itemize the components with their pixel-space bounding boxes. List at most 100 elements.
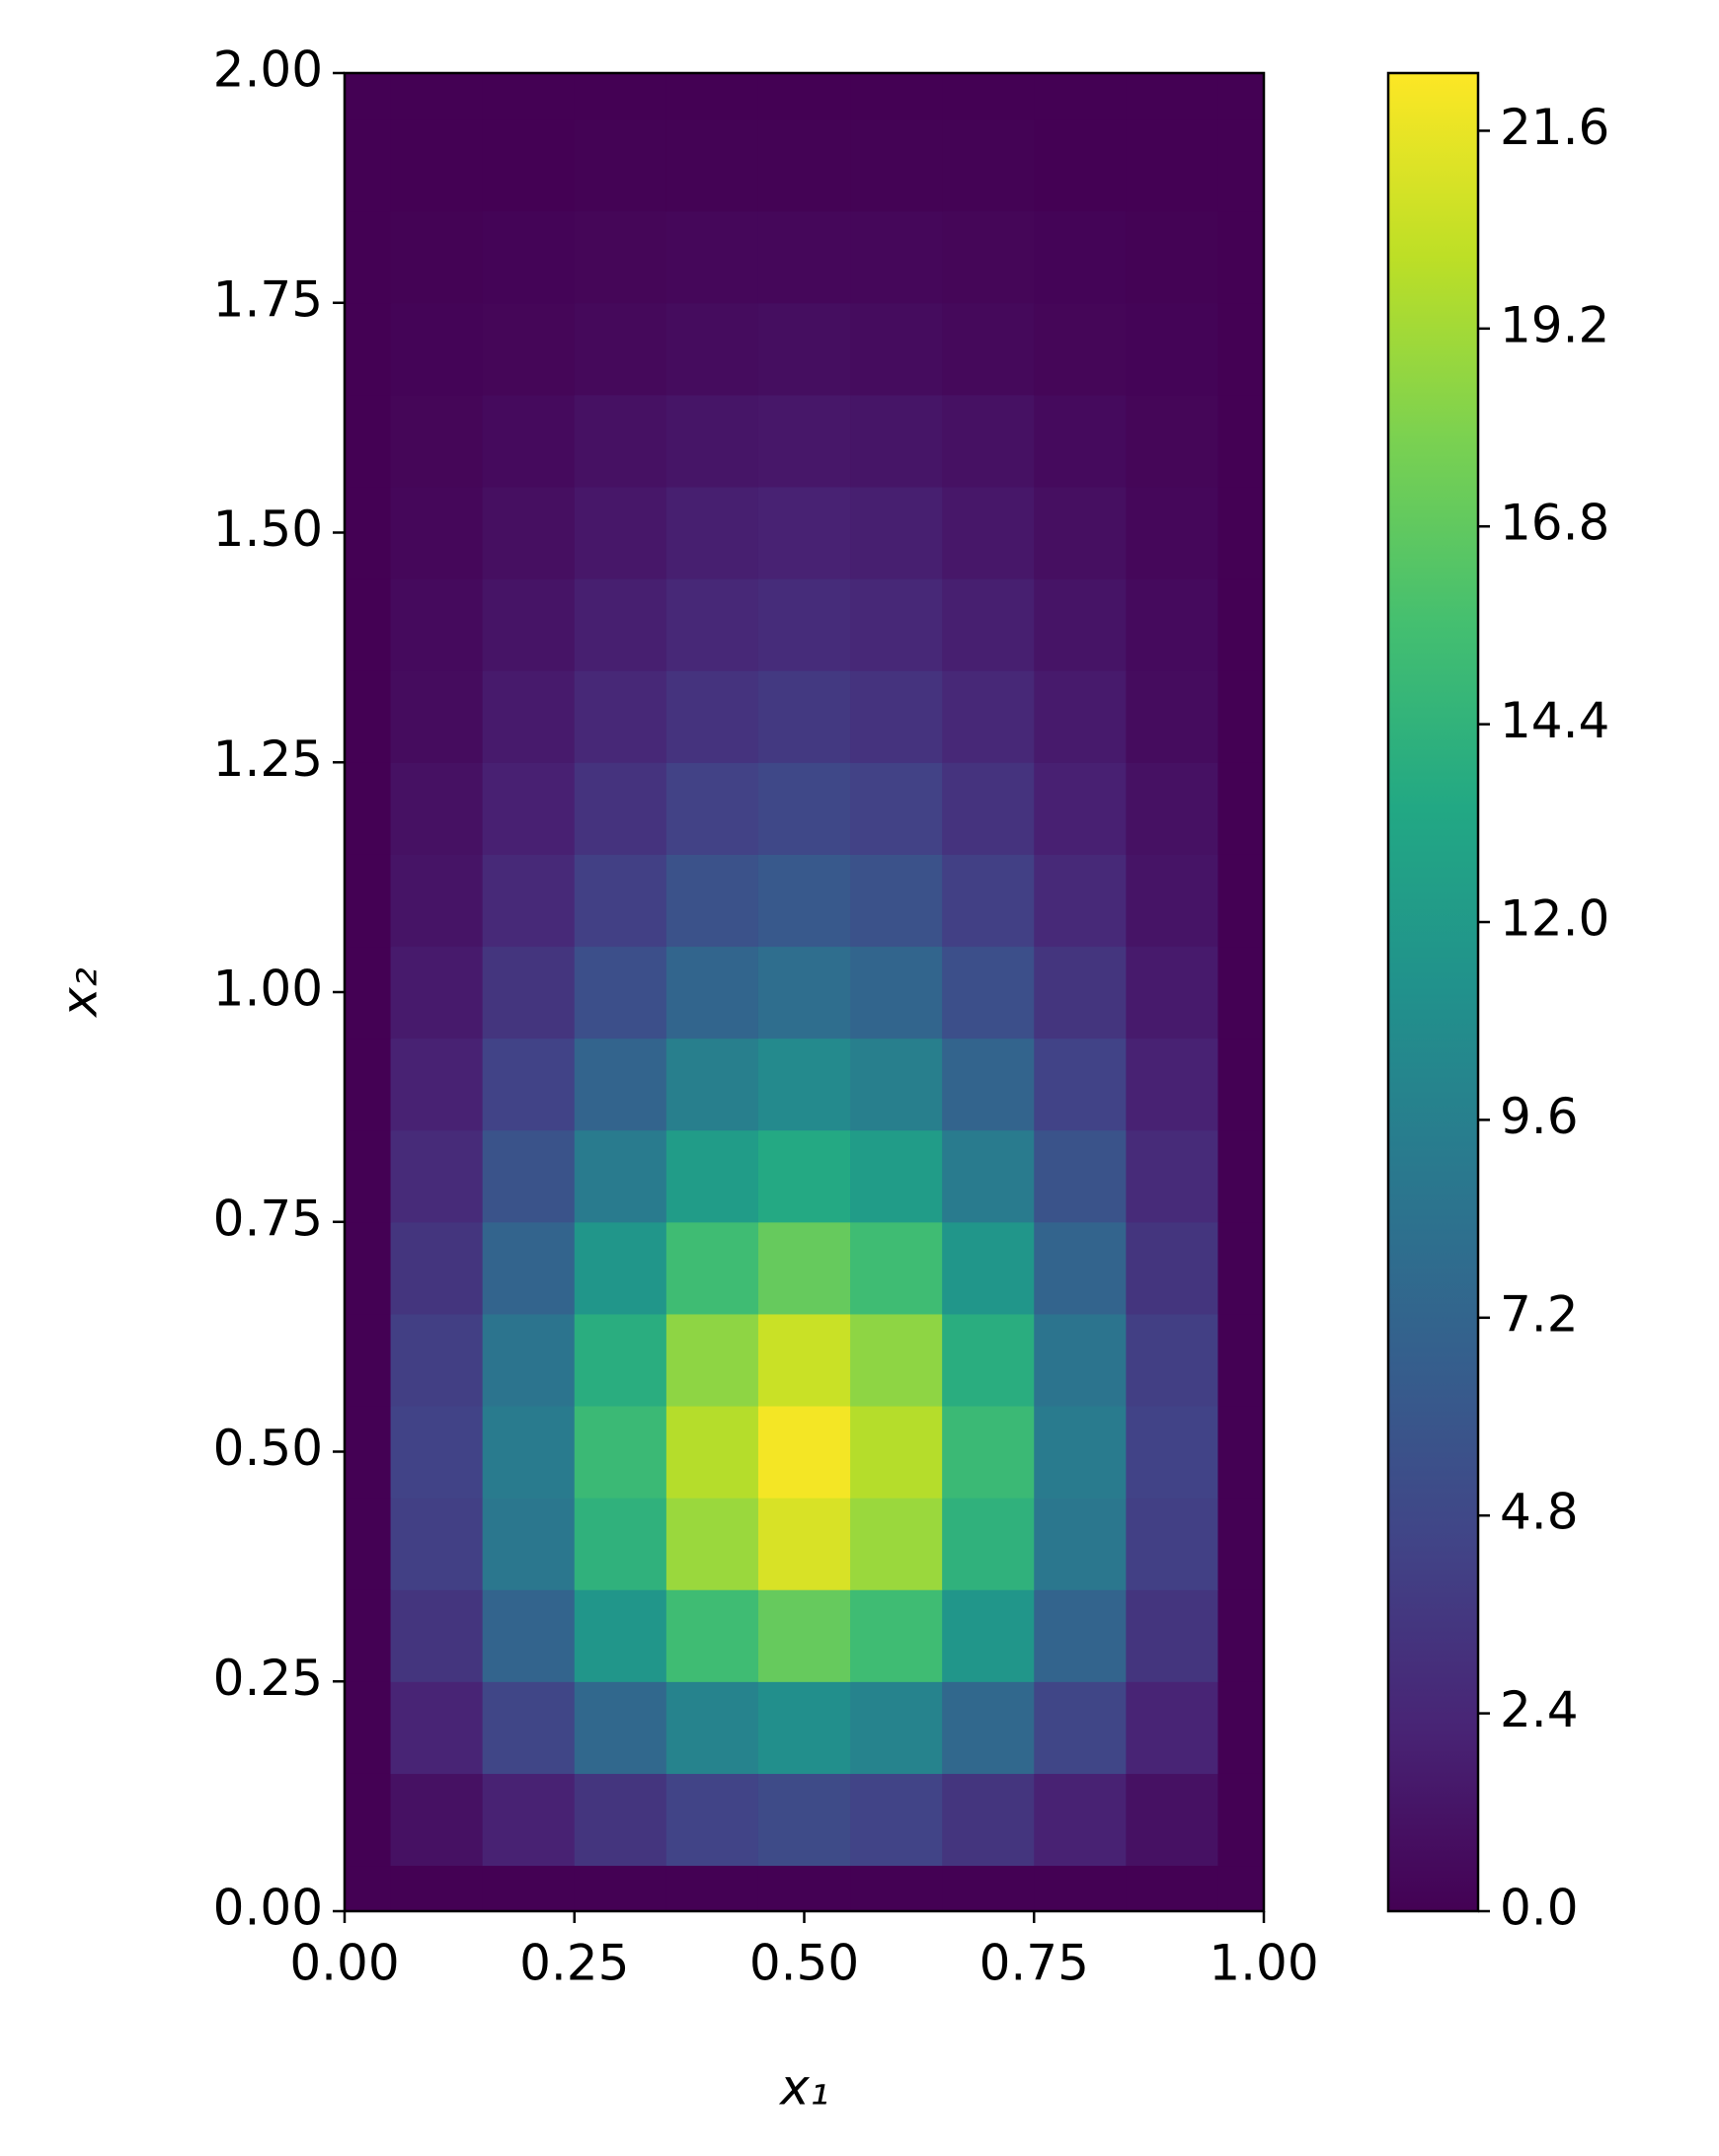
cell bbox=[850, 1129, 943, 1223]
cell bbox=[665, 1498, 759, 1590]
cell bbox=[345, 1773, 392, 1867]
x-tick-label: 0.00 bbox=[289, 1935, 399, 1992]
cell bbox=[390, 73, 484, 120]
cell bbox=[665, 1129, 759, 1223]
cell bbox=[574, 394, 667, 488]
cell bbox=[1034, 394, 1127, 488]
cell bbox=[482, 210, 576, 304]
cell bbox=[1217, 946, 1264, 1040]
cell bbox=[665, 394, 759, 488]
cell bbox=[757, 946, 851, 1040]
cell bbox=[574, 1865, 667, 1911]
cell bbox=[1034, 1129, 1127, 1223]
cell bbox=[942, 1129, 1035, 1223]
cell bbox=[390, 762, 484, 855]
cell bbox=[665, 118, 759, 212]
cell bbox=[390, 1405, 484, 1499]
cell bbox=[1034, 578, 1127, 671]
colorbar-tick-label: 21.6 bbox=[1500, 99, 1609, 156]
cell bbox=[757, 73, 851, 120]
cell bbox=[1034, 1038, 1127, 1131]
cell bbox=[1126, 73, 1219, 120]
field bbox=[345, 73, 1264, 1911]
cell bbox=[942, 1589, 1035, 1682]
cell bbox=[757, 762, 851, 855]
cell bbox=[482, 762, 576, 855]
cell bbox=[482, 118, 576, 212]
cell bbox=[574, 946, 667, 1040]
cell bbox=[1217, 1773, 1264, 1867]
cell bbox=[482, 578, 576, 671]
cell bbox=[574, 1681, 667, 1774]
cell bbox=[390, 1038, 484, 1131]
cell bbox=[850, 1865, 943, 1911]
cell bbox=[390, 1865, 484, 1911]
cell bbox=[1126, 1038, 1219, 1131]
y-tick-label: 1.75 bbox=[213, 270, 323, 328]
cell bbox=[942, 854, 1035, 948]
cell bbox=[1217, 1865, 1264, 1911]
cell bbox=[390, 854, 484, 948]
cell bbox=[1126, 210, 1219, 304]
cell bbox=[757, 118, 851, 212]
cell bbox=[1217, 1498, 1264, 1590]
cell bbox=[665, 1589, 759, 1682]
cell bbox=[665, 1773, 759, 1867]
cell bbox=[1034, 762, 1127, 855]
cell bbox=[1217, 1313, 1264, 1407]
cell bbox=[1126, 1221, 1219, 1315]
cell bbox=[757, 854, 851, 948]
cell bbox=[665, 73, 759, 120]
cell bbox=[390, 946, 484, 1040]
cell bbox=[1034, 302, 1127, 396]
cell bbox=[482, 1405, 576, 1499]
cell bbox=[574, 762, 667, 855]
cell bbox=[942, 1865, 1035, 1911]
cell bbox=[1034, 210, 1127, 304]
cell bbox=[850, 1773, 943, 1867]
cell bbox=[574, 1498, 667, 1590]
cell bbox=[1034, 118, 1127, 212]
cell bbox=[665, 302, 759, 396]
cell bbox=[942, 210, 1035, 304]
cell bbox=[574, 1773, 667, 1867]
cell bbox=[757, 670, 851, 763]
cell bbox=[942, 394, 1035, 488]
x-tick-label: 1.00 bbox=[1209, 1935, 1318, 1992]
cell bbox=[757, 1038, 851, 1131]
cell bbox=[482, 1865, 576, 1911]
cell bbox=[850, 1405, 943, 1499]
cell bbox=[942, 1773, 1035, 1867]
cell bbox=[390, 578, 484, 671]
y-tick-label: 1.00 bbox=[213, 961, 323, 1018]
y-tick-label: 0.00 bbox=[213, 1880, 323, 1937]
cell bbox=[345, 854, 392, 948]
cell bbox=[574, 118, 667, 212]
cell bbox=[757, 1681, 851, 1774]
cell bbox=[345, 1498, 392, 1590]
cell bbox=[574, 1313, 667, 1407]
cell bbox=[482, 1589, 576, 1682]
cell bbox=[1126, 1405, 1219, 1499]
cell bbox=[665, 670, 759, 763]
cell bbox=[1126, 1313, 1219, 1407]
cell bbox=[665, 854, 759, 948]
cell bbox=[1126, 118, 1219, 212]
cell bbox=[850, 946, 943, 1040]
cell bbox=[482, 394, 576, 488]
cell bbox=[390, 1221, 484, 1315]
cell bbox=[390, 1589, 484, 1682]
cell bbox=[757, 1313, 851, 1407]
cell bbox=[1217, 1038, 1264, 1131]
y-tick-label: 0.75 bbox=[213, 1190, 323, 1247]
cell bbox=[942, 1681, 1035, 1774]
cell bbox=[1126, 1865, 1219, 1911]
colorbar-tick-label: 7.2 bbox=[1500, 1285, 1579, 1343]
cell bbox=[850, 1681, 943, 1774]
cell bbox=[665, 762, 759, 855]
cell bbox=[390, 302, 484, 396]
cell bbox=[850, 670, 943, 763]
cell bbox=[850, 210, 943, 304]
cell bbox=[1217, 1129, 1264, 1223]
cell bbox=[1217, 670, 1264, 763]
